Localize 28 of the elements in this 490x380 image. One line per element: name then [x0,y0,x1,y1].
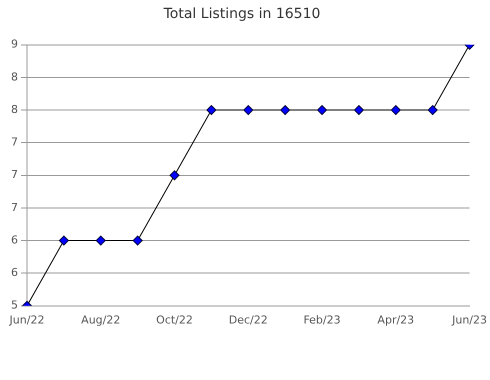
point [132,236,143,246]
x-tick-label: Feb/23 [303,313,341,326]
y-tick-label: 7 [11,168,18,182]
point [58,236,69,246]
chart-title: Total Listings in 16510 [162,6,320,22]
y-tick-label: 9 [11,38,18,51]
point [243,105,254,116]
point [354,105,364,116]
point [170,170,180,180]
point [390,105,401,116]
y-tick-label: 6 [11,233,18,246]
x-tick-label: Jun/22 [8,313,44,326]
point [317,105,328,116]
y-tick-label: 7 [11,136,18,149]
point [96,236,106,246]
x-tick-label: Jun/23 [451,313,487,326]
point [428,105,438,116]
x-tick-label: Dec/22 [228,313,268,326]
point [280,105,290,116]
x-tick-label: Apr/23 [377,313,414,326]
y-tick-label: 7 [11,200,18,214]
y-tick-label: 8 [11,70,18,84]
x-tick-label: Aug/22 [81,313,120,326]
y-tick-label: 5 [11,298,18,312]
y-tick-label: 6 [11,266,18,280]
point [206,105,216,116]
y-tick-label: 8 [11,102,18,116]
x-tick-label: Oct/22 [156,313,193,326]
